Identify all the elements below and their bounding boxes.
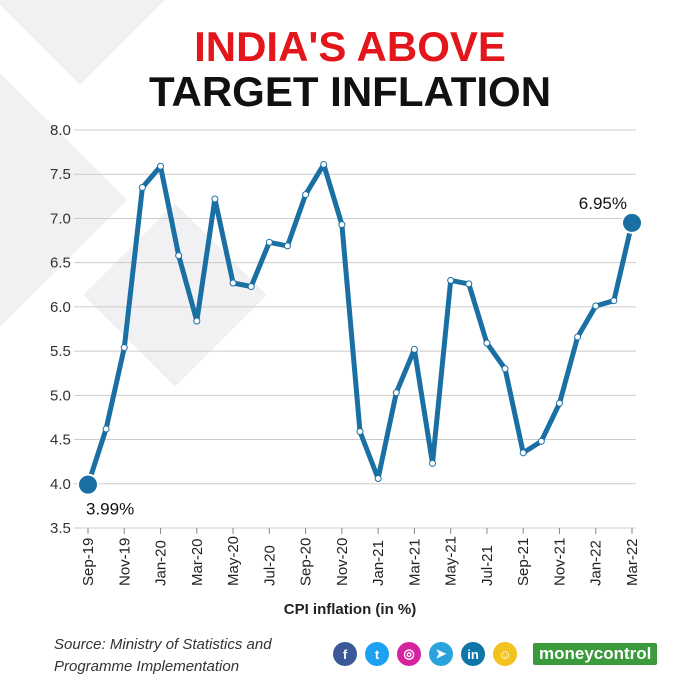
data-point — [483, 339, 491, 347]
data-point — [592, 302, 600, 310]
data-point — [555, 399, 563, 407]
y-tick-label: 5.5 — [50, 343, 71, 360]
y-tick-label: 6.0 — [50, 299, 71, 316]
y-tick-label: 8.0 — [50, 122, 71, 139]
data-label: 6.95% — [579, 194, 627, 213]
snapchat-icon[interactable]: ☺ — [493, 642, 517, 666]
data-point — [193, 317, 201, 325]
instagram-icon[interactable]: ◎ — [397, 642, 421, 666]
y-tick-label: 7.0 — [50, 210, 71, 227]
data-point — [356, 428, 364, 436]
x-tick-label: Nov-21 — [551, 538, 568, 586]
data-point — [447, 276, 455, 284]
data-point — [537, 437, 545, 445]
y-tick-label: 3.5 — [50, 520, 71, 537]
y-tick-label: 6.5 — [50, 255, 71, 272]
data-point — [283, 242, 291, 250]
data-point — [429, 459, 437, 467]
x-tick-label: Sep-20 — [298, 538, 315, 586]
data-point — [392, 389, 400, 397]
x-tick-label: Mar-20 — [189, 538, 206, 586]
facebook-icon[interactable]: f — [333, 642, 357, 666]
x-tick-label: Jul-20 — [261, 545, 278, 586]
y-tick-label: 4.0 — [50, 476, 71, 493]
data-point — [265, 238, 273, 246]
x-tick-label: May-21 — [443, 536, 460, 586]
x-tick-label: Jan-20 — [153, 540, 170, 586]
social-links: f t ◎ ➤ in ☺ — [333, 642, 517, 666]
x-tick-label: Mar-21 — [406, 538, 423, 586]
linkedin-icon[interactable]: in — [461, 642, 485, 666]
data-point — [247, 283, 255, 291]
y-tick-label: 5.0 — [50, 387, 71, 404]
y-tick-label: 4.5 — [50, 432, 71, 449]
data-point — [465, 280, 473, 288]
data-point — [102, 425, 110, 433]
highlight-point — [77, 473, 99, 496]
x-tick-label: Sep-19 — [80, 538, 97, 586]
brand-logo: moneycontrol — [533, 643, 658, 665]
data-point — [610, 297, 618, 305]
data-label: 3.99% — [86, 500, 134, 519]
chart-title-line1: INDIA'S ABOVE — [194, 23, 506, 70]
chart-title-line2: TARGET INFLATION — [148, 68, 552, 115]
x-axis-label: CPI inflation (in %) — [283, 601, 417, 618]
source-note: Source: Ministry of Statistics and Progr… — [54, 636, 272, 675]
x-tick-label: May-20 — [225, 536, 242, 586]
data-point — [175, 252, 183, 260]
data-point — [519, 449, 527, 457]
x-tick-label: Jan-22 — [588, 540, 605, 586]
data-point — [320, 160, 328, 168]
data-point — [157, 162, 165, 170]
data-point — [410, 345, 418, 353]
x-tick-label: Sep-21 — [515, 538, 532, 586]
y-tick-label: 7.5 — [50, 166, 71, 183]
twitter-icon[interactable]: t — [365, 642, 389, 666]
x-tick-label: Mar-22 — [624, 538, 641, 586]
data-point — [501, 365, 509, 373]
data-point — [138, 183, 146, 191]
x-tick-label: Jul-21 — [479, 545, 496, 586]
series-line — [85, 162, 635, 488]
data-point — [211, 195, 219, 203]
data-point — [574, 333, 582, 341]
data-point — [120, 344, 128, 352]
highlight-point — [621, 211, 643, 234]
x-tick-label: Nov-20 — [334, 538, 351, 586]
data-point — [338, 221, 346, 229]
x-tick-label: Nov-19 — [116, 538, 133, 586]
data-point — [229, 279, 237, 287]
x-tick-label: Jan-21 — [370, 540, 387, 586]
telegram-icon[interactable]: ➤ — [429, 642, 453, 666]
data-point — [302, 191, 310, 199]
data-point — [374, 474, 382, 482]
